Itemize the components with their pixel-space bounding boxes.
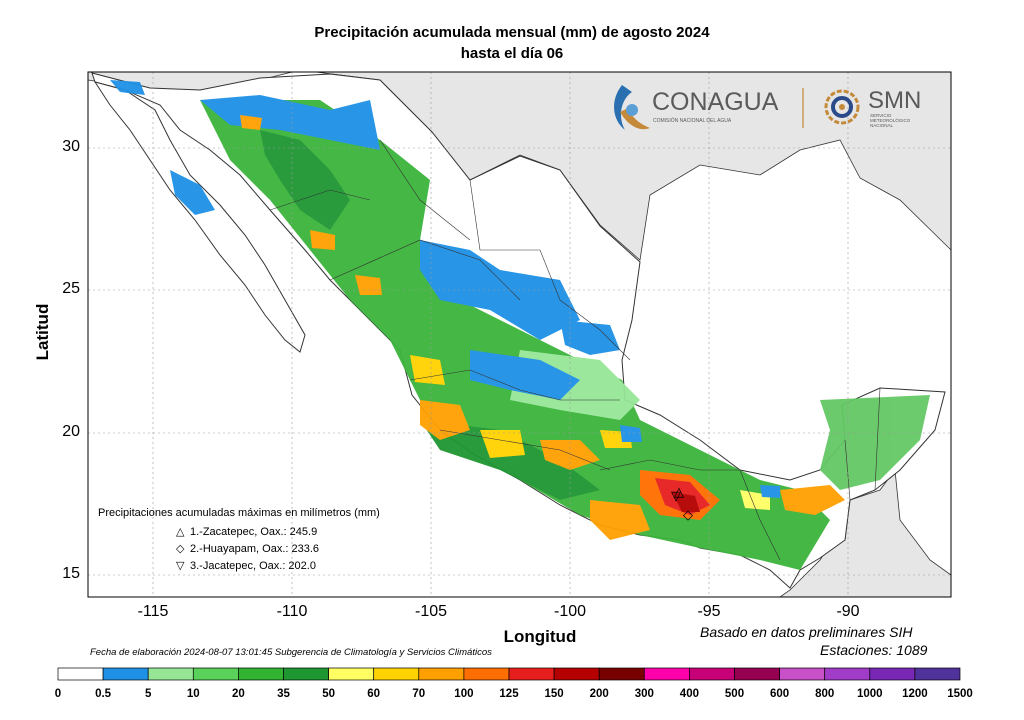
colorbar-label: 5 [144,688,152,700]
conagua-logo: CONAGUA COMISIÓN NACIONAL DEL AGUA [614,85,804,130]
xtick-95: -95 [697,603,721,620]
colorbar-swatch [508,667,555,681]
grid [88,72,951,597]
x-axis-label: Longitud [503,627,577,646]
colorbar-swatch [824,667,871,681]
state-borders [269,139,881,561]
colorbar-swatch [734,667,780,681]
colorbar-label: 10 [186,688,200,700]
legend-item-3: ▽ 3.-Jacatepec, Oax.: 202.0 [176,560,316,572]
ytick-15: 15 [62,565,80,582]
footer-date: Fecha de elaboración 2024-08-07 13:01:45… [90,647,492,658]
colorbar-swatch [373,667,420,681]
colorbar-swatch [779,667,826,681]
colorbar-label: 300 [634,688,654,700]
colorbar-label: 1500 [947,688,973,700]
ytick-20: 20 [62,423,80,440]
colorbar-label: 500 [724,688,745,700]
max-precip-legend: Precipitaciones acumuladas máximas en mi… [98,505,380,575]
xtick-90: -90 [836,603,860,620]
svg-text:SERVICIO: SERVICIO [870,113,892,118]
svg-text:METEOROLÓGICO: METEOROLÓGICO [870,117,911,123]
colorbar-label: 200 [589,688,609,700]
colorbar-swatch [914,667,961,681]
legend-item-1: △ 1.-Zacatepec, Oax.: 245.9 [176,526,318,538]
ytick-30: 30 [62,138,80,155]
colorbar-swatch [238,667,284,681]
colorbar-swatch [418,667,465,681]
colorbar-swatch [689,667,735,681]
colorbar-swatch [102,667,149,681]
colorbar-swatch [192,667,239,681]
colorbar-label: 1000 [857,688,883,700]
colorbar-label: 50 [322,688,335,700]
legend-title: Precipitaciones acumuladas máximas en mi… [98,507,380,519]
smn-name: SMN [868,87,921,114]
plot-frame [87,71,952,598]
xtick-115: -115 [137,603,169,620]
colorbar-label: 600 [770,688,790,700]
y-axis-label: Latitud [33,303,52,361]
colorbar-swatch [147,667,194,681]
svg-text:NACIONAL: NACIONAL [870,123,894,128]
colorbar-label: 1200 [902,688,928,700]
map-title: Precipitación acumulada mensual (mm) de … [314,24,710,41]
precip-fields [110,80,930,570]
xtick-105: -105 [414,603,448,620]
map-subtitle: hasta el día 06 [460,45,564,62]
colorbar-swatch [328,667,375,681]
conagua-name: CONAGUA [652,88,779,116]
colorbar-swatch [57,667,104,681]
marker-zacatepec: △ [674,484,684,499]
colorbar-label: 0 [54,688,62,700]
colorbar-swatch [283,667,329,681]
baja-california [93,81,306,353]
colorbar-label: 0.5 [95,688,112,700]
colorbar-label: 35 [277,688,290,700]
station-count: Estaciones: 1089 [820,642,928,658]
legend-item-2: ◇ 2.-Huayapam, Oax.: 233.6 [176,543,320,555]
colorbar-label: 70 [412,688,426,700]
colorbar-swatch [643,667,690,681]
colorbar-swatch [553,667,600,681]
marker-jacatepec: ▽ [671,488,681,503]
colorbar-label: 100 [454,688,474,700]
xtick-100: -100 [553,603,587,620]
xtick-110: -110 [276,603,308,620]
colorbar-label: 60 [367,688,381,700]
colorbar-label: 400 [679,688,699,700]
colorbar [57,667,961,681]
colorbar-label: 125 [499,688,519,700]
ytick-25: 25 [62,280,80,297]
colorbar-swatch [598,667,645,681]
marker-huayapam: ◇ [683,507,693,522]
colorbar-label: 800 [815,688,835,700]
colorbar-label: 20 [231,688,245,700]
smn-logo: SMN SERVICIO METEOROLÓGICO NACIONAL [824,87,921,128]
colorbar-swatch [463,667,510,681]
colorbar-swatch [869,667,916,681]
data-source-note: Basado en datos preliminares SIH [700,624,913,640]
conagua-subtitle: COMISIÓN NACIONAL DEL AGUA [653,117,732,124]
colorbar-label: 150 [544,688,564,700]
